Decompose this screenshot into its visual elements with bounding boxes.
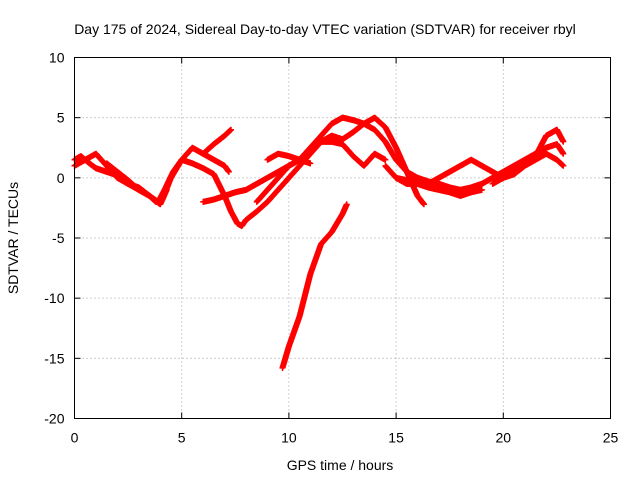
data-point: [163, 186, 170, 193]
series-track-f: [253, 138, 389, 205]
x-tick-label: 10: [281, 430, 297, 446]
data-point: [560, 138, 567, 145]
series-track-k: [279, 201, 350, 371]
y-tick-label: 0: [57, 170, 65, 186]
y-axis: -20 -15 -10 -5 0 5 10: [44, 50, 611, 427]
y-tick-label: -20: [44, 411, 64, 427]
y-tick-label: 5: [57, 110, 65, 126]
data-point: [382, 156, 389, 163]
x-tick-label: 15: [388, 430, 404, 446]
series-track-g: [264, 150, 314, 167]
series-track-j: [489, 126, 567, 187]
chart-title: Day 175 of 2024, Sidereal Day-to-day VTE…: [74, 21, 576, 37]
data-points: [71, 114, 567, 371]
y-tick-label: -5: [52, 230, 65, 246]
data-point: [478, 186, 485, 193]
y-tick-label: -15: [44, 350, 64, 366]
x-axis: 0 5 10 15 20 25: [71, 57, 619, 446]
x-tick-label: 5: [178, 430, 186, 446]
data-point: [343, 201, 350, 208]
series-track-c: [103, 160, 170, 208]
series-track-d: [200, 126, 235, 157]
x-tick-label: 0: [71, 430, 79, 446]
data-point: [228, 126, 235, 133]
data-point: [560, 162, 567, 169]
y-axis-title: SDTVAR / TECUs: [5, 182, 21, 294]
x-tick-label: 20: [496, 430, 512, 446]
data-point: [560, 150, 567, 157]
y-tick-label: 10: [49, 50, 65, 66]
x-axis-title: GPS time / hours: [287, 457, 394, 473]
y-tick-label: -10: [44, 290, 64, 306]
data-point: [420, 201, 427, 208]
data-point: [225, 168, 232, 175]
grid: [74, 57, 611, 419]
x-tick-label: 25: [603, 430, 619, 446]
data-point: [307, 160, 314, 167]
